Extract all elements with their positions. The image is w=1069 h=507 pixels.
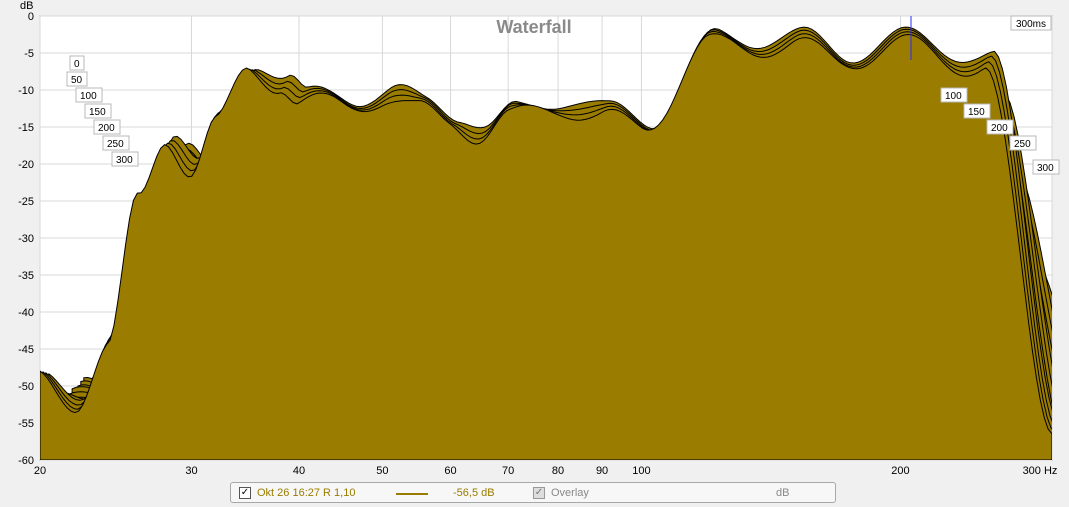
- y-tick-label: -60: [18, 455, 34, 467]
- time-axis-label-box: [940, 87, 968, 103]
- y-tick-label: -35: [18, 270, 34, 282]
- y-tick-label: -20: [18, 159, 34, 171]
- x-tick-label: 50: [376, 465, 388, 477]
- time-axis-label-box: [1009, 135, 1037, 151]
- time-axis-label-box: [102, 135, 130, 151]
- y-tick-label: -55: [18, 418, 34, 430]
- trace-value: -56,5 dB: [453, 487, 495, 499]
- time-axis-label-left: 100: [80, 91, 97, 102]
- x-tick-label: 80: [552, 465, 564, 477]
- y-tick-label: -15: [18, 122, 34, 134]
- trace-color-swatch: [396, 493, 428, 495]
- time-axis-label-box: [111, 151, 139, 167]
- time-axis-label-right: 150: [968, 107, 985, 118]
- time-axis-label-left: 250: [107, 139, 124, 150]
- overlay-label: Overlay: [551, 487, 589, 499]
- x-tick-label: 60: [444, 465, 456, 477]
- y-tick-label: -50: [18, 381, 34, 393]
- time-axis-label-box: [1032, 159, 1060, 175]
- time-axis-label-box: [84, 103, 112, 119]
- chart-title: Waterfall: [496, 17, 571, 37]
- time-axis-label-left: 0: [74, 59, 80, 70]
- y-tick-label: -40: [18, 307, 34, 319]
- x-tick-label: 100: [632, 465, 650, 477]
- y-tick-label: -45: [18, 344, 34, 356]
- time-label-box: [1010, 15, 1052, 31]
- waterfall-slice-0ms: [40, 33, 1052, 460]
- time-axis-label-right: 200: [991, 123, 1008, 134]
- time-axis-label-box: [66, 71, 88, 87]
- x-tick-label: 200: [891, 465, 909, 477]
- time-axis-label-box: [986, 119, 1014, 135]
- time-axis-label-right: 250: [1014, 139, 1031, 150]
- time-axis-label-right: 300: [1037, 163, 1054, 174]
- overlay-checkbox[interactable]: ✓: [533, 487, 545, 499]
- time-axis-label-left: 50: [71, 75, 83, 86]
- y-axis: 0 -5 -10 -15 -20 -25 -30 -35 -40 -45 -50 -55 -60: [18, 11, 34, 467]
- x-tick-label: 20: [34, 465, 46, 477]
- y-tick-label: -25: [18, 196, 34, 208]
- waterfall-chart[interactable]: 0 50 100 150 200 250 300 100 150 200 250 300 0 -5 -10…: [0, 0, 1069, 480]
- x-axis: 20 30 40 50 60 70 80 90 100 200 300 Hz: [34, 465, 1058, 477]
- time-axis-label-box: [93, 119, 121, 135]
- y-tick-label: -10: [18, 85, 34, 97]
- y-tick-label: -5: [24, 48, 34, 60]
- x-tick-label: 90: [596, 465, 608, 477]
- time-label-top: 300ms: [1016, 19, 1046, 30]
- time-axis-label-left: 200: [98, 123, 115, 134]
- waterfall-surface: [40, 26, 1052, 460]
- legend-bar: ✓ Okt 26 16:27 R 1,10 -56,5 dB ✓ Overlay…: [230, 482, 836, 503]
- time-axis-label-box: [963, 103, 991, 119]
- time-axis-label-left: 300: [116, 155, 133, 166]
- y-axis-unit-label: dB: [20, 0, 33, 12]
- y-tick-label: -30: [18, 233, 34, 245]
- time-axis: 0 50 100 150 200 250 300 100 150 200 250 300: [66, 16, 1060, 175]
- time-axis-label-right: 100: [945, 91, 962, 102]
- trace-name[interactable]: Okt 26 16:27 R 1,10: [257, 487, 356, 499]
- x-tick-label: 70: [502, 465, 514, 477]
- x-tick-label: 40: [293, 465, 305, 477]
- trace-checkbox[interactable]: ✓: [239, 487, 251, 499]
- time-axis-label-box: [69, 55, 85, 71]
- time-axis-label-left: 150: [89, 107, 106, 118]
- y-tick-label: 0: [28, 11, 34, 23]
- unit-label: dB: [776, 487, 790, 499]
- time-axis-label-box: [75, 87, 103, 103]
- x-tick-label: 30: [185, 465, 197, 477]
- x-tick-label: 300 Hz: [1023, 465, 1058, 477]
